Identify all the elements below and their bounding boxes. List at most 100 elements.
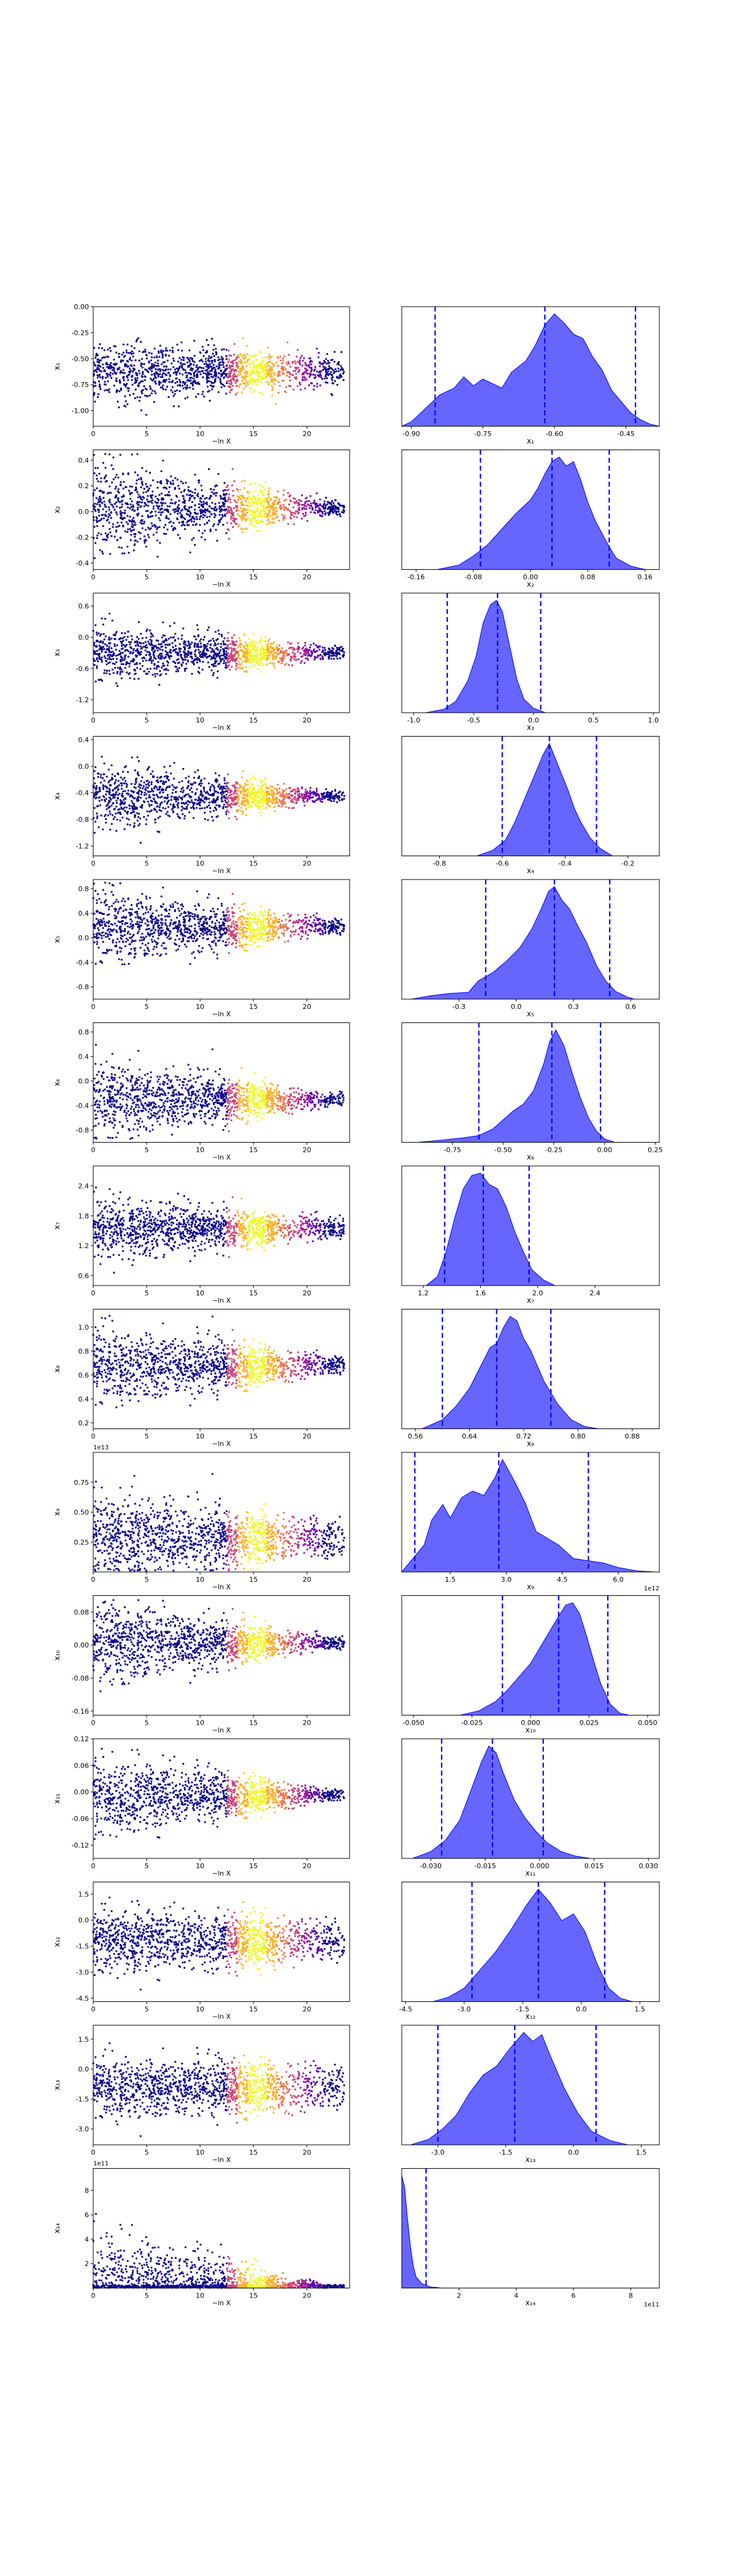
scatter-point	[131, 807, 133, 809]
scatter-point	[136, 656, 137, 657]
scatter-point	[143, 646, 145, 648]
scatter-point	[175, 645, 177, 646]
scatter-point	[249, 483, 251, 485]
density-area	[437, 457, 645, 569]
scatter-point	[314, 369, 316, 370]
scatter-point	[221, 510, 223, 512]
scatter-point	[243, 378, 245, 380]
scatter-point	[132, 504, 134, 506]
scatter-point	[314, 512, 316, 514]
scatter-point	[118, 780, 120, 782]
scatter-point	[303, 515, 305, 517]
scatter-point	[112, 523, 114, 525]
scatter-point	[125, 780, 126, 782]
scatter-point	[188, 776, 190, 778]
scatter-point	[118, 390, 120, 392]
scatter-point	[178, 662, 180, 664]
scatter-point	[147, 505, 149, 507]
scatter-point	[245, 660, 247, 662]
scatter-point	[237, 356, 239, 358]
scatter-point	[132, 370, 134, 372]
scatter-point	[239, 489, 241, 491]
scatter-point	[142, 351, 144, 353]
scatter-point	[128, 472, 129, 474]
scatter-point	[236, 818, 238, 820]
scatter-point	[97, 377, 99, 378]
scatter-point	[283, 655, 285, 657]
scatter-point	[243, 376, 245, 378]
scatter-point	[316, 788, 318, 789]
scatter-point	[151, 499, 153, 501]
scatter-point	[135, 486, 137, 488]
scatter-point	[151, 367, 153, 369]
scatter-point	[228, 661, 230, 663]
scatter-point	[237, 800, 239, 802]
scatter-point	[253, 654, 255, 656]
x-axis-label: −ln X	[212, 581, 231, 589]
scatter-point	[145, 529, 147, 531]
scatter-point	[180, 362, 182, 364]
scatter-point	[110, 362, 112, 364]
scatter-point	[262, 486, 264, 488]
scatter-point	[217, 377, 219, 378]
scatter-point	[159, 370, 161, 372]
scatter-point	[109, 661, 110, 663]
scatter-point	[197, 671, 199, 673]
scatter-point	[234, 653, 236, 655]
scatter-point	[141, 393, 143, 394]
scatter-point	[214, 642, 216, 644]
scatter-point	[144, 505, 145, 507]
scatter-point	[120, 372, 121, 374]
scatter-point	[282, 519, 284, 521]
scatter-point	[99, 497, 101, 499]
scatter-point	[249, 660, 251, 662]
scatter-point	[241, 661, 243, 662]
scatter-point	[206, 381, 208, 383]
scatter-point	[257, 642, 259, 644]
scatter-point	[252, 391, 254, 393]
scatter-point	[243, 497, 245, 499]
scatter-point	[294, 377, 296, 378]
scatter-point	[141, 481, 143, 483]
scatter-point	[117, 773, 119, 775]
x-tick-label: -0.60	[546, 430, 563, 438]
scatter-point	[115, 380, 117, 381]
scatter-point	[278, 501, 280, 503]
scatter-point	[232, 369, 234, 370]
scatter-point	[283, 489, 285, 491]
scatter-point	[160, 502, 162, 504]
scatter-point	[193, 537, 194, 539]
scatter-point	[319, 499, 321, 500]
scatter-point	[124, 372, 126, 374]
scatter-point	[140, 780, 142, 782]
scatter-point	[113, 370, 115, 372]
scatter-point	[224, 514, 226, 516]
scatter-point	[105, 475, 107, 477]
scatter-point	[185, 644, 186, 646]
scatter-point	[137, 337, 139, 339]
scatter-point	[188, 372, 190, 374]
scatter-point	[222, 362, 224, 364]
x-tick-label: 5	[145, 430, 149, 438]
scatter-point	[302, 513, 304, 515]
y-tick-label: -1.2	[76, 696, 89, 704]
scatter-point	[123, 496, 125, 497]
scatter-point	[266, 371, 267, 373]
scatter-point	[199, 516, 201, 518]
y-tick-label: -0.2	[76, 534, 89, 542]
scatter-point	[120, 481, 122, 483]
scatter-point	[209, 370, 211, 372]
scatter-point	[140, 409, 142, 411]
scatter-point	[154, 673, 156, 675]
x-tick-label: 20	[302, 573, 311, 581]
scatter-point	[192, 368, 194, 370]
scatter-point	[266, 513, 267, 515]
scatter-point	[333, 658, 335, 660]
scatter-point	[239, 640, 241, 642]
scatter-point	[103, 370, 105, 372]
scatter-point	[165, 772, 167, 773]
scatter-point	[172, 380, 174, 381]
scatter-point	[264, 373, 266, 375]
scatter-point	[170, 649, 172, 651]
scatter-point	[213, 375, 215, 377]
